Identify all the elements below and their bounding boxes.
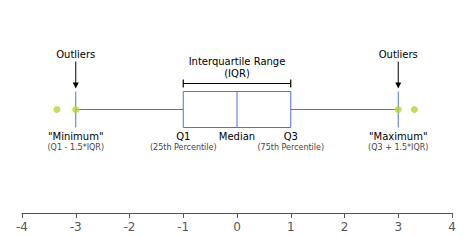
- svg-text:Q3: Q3: [284, 131, 298, 142]
- svg-text:-1: -1: [177, 220, 189, 234]
- svg-text:(IQR): (IQR): [224, 68, 250, 79]
- svg-text:(Q1 - 1.5*IQR): (Q1 - 1.5*IQR): [47, 143, 104, 152]
- svg-text:(75th Percentile): (75th Percentile): [257, 143, 324, 152]
- svg-text:3: 3: [394, 220, 402, 234]
- svg-text:Interquartile Range: Interquartile Range: [189, 56, 286, 67]
- svg-text:Outliers: Outliers: [379, 49, 418, 60]
- svg-text:-4: -4: [16, 220, 28, 234]
- svg-text:2: 2: [341, 220, 349, 234]
- svg-text:-2: -2: [124, 220, 136, 234]
- svg-text:-3: -3: [70, 220, 82, 234]
- svg-text:1: 1: [287, 220, 295, 234]
- svg-text:"Minimum": "Minimum": [48, 131, 104, 142]
- svg-text:(Q3 + 1.5*IQR): (Q3 + 1.5*IQR): [368, 143, 428, 152]
- svg-text:Outliers: Outliers: [56, 49, 95, 60]
- svg-text:(25th Percentile): (25th Percentile): [150, 143, 217, 152]
- svg-text:"Maximum": "Maximum": [369, 131, 427, 142]
- svg-text:0: 0: [233, 220, 241, 234]
- svg-text:4: 4: [448, 220, 456, 234]
- svg-text:Q1: Q1: [176, 131, 190, 142]
- svg-text:Median: Median: [219, 131, 255, 142]
